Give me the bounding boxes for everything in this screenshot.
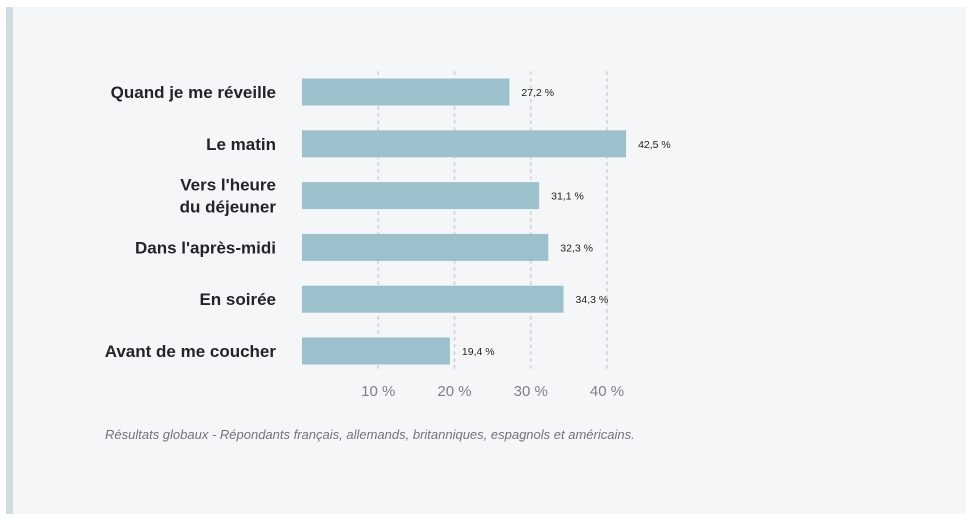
x-axis-ticks: 10 % 20 % 30 % 40 % (361, 383, 624, 400)
accent-bar (6, 7, 13, 514)
value-label: 27,2 % (521, 87, 554, 99)
category-label-line: Dans l'après-midi (135, 238, 276, 257)
category-label: En soirée (199, 290, 276, 309)
category-label-line: du déjeuner (180, 198, 277, 217)
value-label: 34,3 % (576, 294, 609, 306)
value-label: 32,3 % (560, 242, 593, 254)
footnote: Résultats globaux - Répondants français,… (105, 427, 635, 442)
value-label: 19,4 % (462, 346, 495, 358)
value-label: 31,1 % (551, 191, 584, 203)
bar (302, 233, 549, 261)
category-labels: Quand je me réveille Le matin Vers l'heure… (105, 83, 277, 361)
category-label: Vers l'heure du déjeuner (180, 176, 277, 217)
category-label: Dans l'après-midi (135, 238, 276, 257)
category-label: Quand je me réveille (111, 83, 276, 102)
category-label-line: En soirée (199, 290, 276, 309)
grid-lines (377, 71, 608, 373)
value-label: 42,5 % (638, 139, 671, 151)
bar (302, 285, 564, 313)
bar (302, 182, 540, 210)
x-tick-label: 40 % (590, 383, 624, 400)
category-label: Avant de me coucher (105, 342, 277, 361)
x-tick-label: 30 % (514, 383, 548, 400)
category-label-line: Vers l'heure (180, 176, 276, 195)
x-tick-label: 20 % (437, 383, 471, 400)
bar (302, 337, 450, 365)
category-label: Le matin (206, 135, 276, 154)
x-tick-label: 10 % (361, 383, 395, 400)
value-labels: 27,2 % 42,5 % 31,1 % 32,3 % 34,3 % 19,4 % (462, 87, 671, 358)
bar (302, 78, 510, 106)
bars (302, 78, 627, 365)
category-label-line: Quand je me réveille (111, 83, 276, 102)
category-label-line: Avant de me coucher (105, 342, 277, 361)
category-label-line: Le matin (206, 135, 276, 154)
bar (302, 130, 627, 158)
